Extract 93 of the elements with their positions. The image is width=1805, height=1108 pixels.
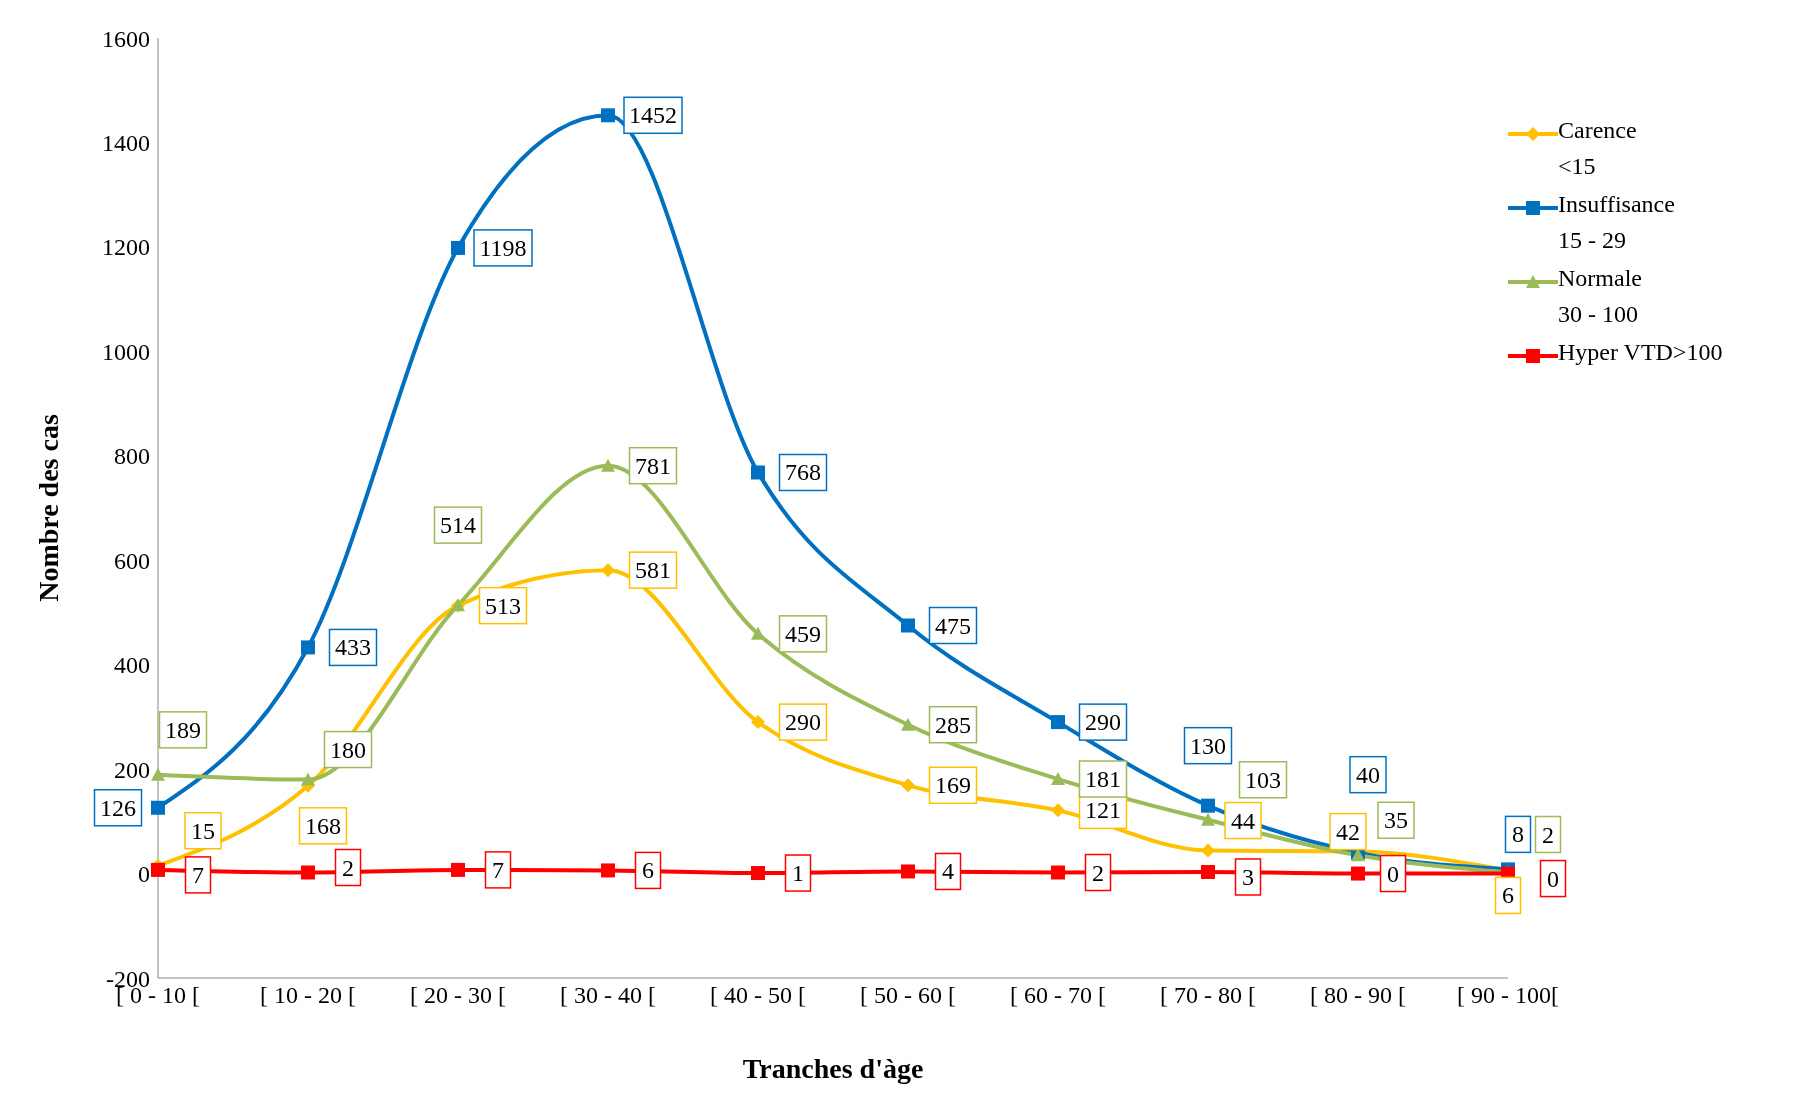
data-label: 130 (1190, 732, 1226, 759)
x-axis-title: Tranches d'àge (742, 1053, 924, 1084)
data-label: 42 (1336, 818, 1360, 845)
y-tick-label: 1000 (102, 338, 150, 365)
data-label: 35 (1384, 807, 1408, 834)
data-label: 581 (635, 557, 671, 584)
x-tick-label: [ 60 - 70 [ (1010, 982, 1106, 1009)
y-tick-label: 200 (114, 756, 150, 783)
legend-label: Normale 30 - 100 (1558, 264, 1642, 329)
data-label: 4 (942, 858, 954, 885)
point (1201, 843, 1215, 858)
data-label: 768 (785, 459, 821, 486)
data-label: 290 (785, 709, 821, 736)
x-tick-label: [ 20 - 30 [ (410, 982, 506, 1009)
data-label: 290 (1085, 709, 1121, 736)
point (751, 866, 765, 881)
point (1201, 864, 1215, 879)
x-tick-label: [ 90 - 100[ (1457, 982, 1559, 1009)
point (151, 767, 165, 781)
x-tick-label: [ 30 - 40 [ (560, 982, 656, 1009)
point (1051, 772, 1065, 786)
data-label: 6 (642, 857, 654, 884)
data-label: 0 (1547, 865, 1559, 892)
y-tick-label: 400 (114, 652, 150, 679)
data-label: 169 (935, 772, 971, 799)
y-axis-title: Nombre des cas (32, 414, 64, 602)
data-label: 7 (192, 861, 204, 888)
data-label: 7 (492, 856, 504, 883)
data-label: 181 (1085, 766, 1121, 793)
data-label: 180 (330, 736, 366, 763)
data-label: 3 (1242, 863, 1254, 890)
point (301, 865, 315, 880)
data-label: 1198 (479, 234, 527, 261)
data-label: 6 (1502, 882, 1514, 909)
x-tick-label: [ 70 - 80 [ (1160, 982, 1256, 1009)
point (601, 458, 615, 472)
x-tick-label: [ 80 - 90 [ (1310, 982, 1406, 1009)
y-tick-label: 800 (114, 443, 150, 470)
y-tick-label: 0 (138, 861, 150, 888)
data-label: 514 (440, 512, 476, 539)
point (1051, 803, 1065, 818)
data-label: 126 (100, 794, 136, 821)
point (1351, 866, 1365, 881)
point (451, 862, 465, 877)
point (151, 862, 165, 877)
data-label: 459 (785, 620, 821, 647)
y-tick-label: 600 (114, 547, 150, 574)
data-label: 15 (191, 817, 215, 844)
point (601, 108, 615, 123)
data-label: 103 (1245, 766, 1281, 793)
point (301, 640, 315, 655)
point (601, 863, 615, 878)
data-label: 189 (165, 716, 201, 743)
data-label: 44 (1231, 807, 1255, 834)
point (1201, 812, 1215, 826)
data-label: 2 (342, 854, 354, 881)
data-label: 121 (1085, 797, 1121, 824)
data-label: 168 (305, 812, 341, 839)
point (151, 800, 165, 815)
data-label: 285 (935, 711, 971, 738)
data-label: 2 (1092, 859, 1104, 886)
data-label: 0 (1387, 860, 1399, 887)
data-label: 1452 (629, 102, 677, 129)
data-label: 2 (1542, 821, 1554, 848)
point (451, 240, 465, 255)
x-tick-label: [ 40 - 50 [ (710, 982, 806, 1009)
point (901, 717, 915, 731)
point (751, 465, 765, 480)
y-tick-label: 1400 (102, 129, 150, 156)
data-label: 1 (792, 860, 804, 887)
y-tick-label: 1600 (102, 25, 150, 52)
y-tick-label: 1200 (102, 234, 150, 261)
legend-label: Insuffisance 15 - 29 (1558, 190, 1675, 255)
point (1051, 865, 1065, 880)
data-label: 513 (485, 592, 521, 619)
x-tick-label: [ 50 - 60 [ (860, 982, 956, 1009)
point (901, 618, 915, 633)
data-label: 781 (635, 452, 671, 479)
legend-label: Hyper VTD>100 (1558, 338, 1723, 367)
data-label: 40 (1356, 761, 1380, 788)
point (1201, 798, 1215, 813)
point (601, 563, 615, 578)
x-tick-label: [ 10 - 20 [ (260, 982, 356, 1009)
data-label: 475 (935, 612, 971, 639)
legend-label: Carence <15 (1558, 116, 1637, 181)
data-label: 8 (1512, 821, 1524, 848)
point (751, 626, 765, 640)
point (901, 778, 915, 793)
point (901, 864, 915, 879)
data-label: 433 (335, 634, 371, 661)
point (1051, 715, 1065, 730)
point (301, 772, 315, 786)
point (751, 715, 765, 730)
